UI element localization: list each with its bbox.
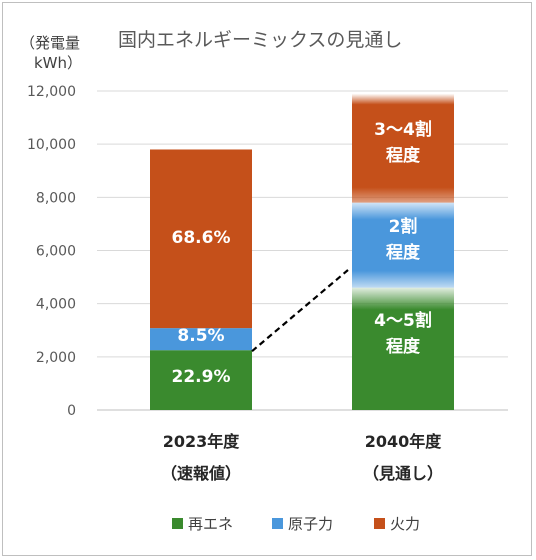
bars	[150, 93, 454, 410]
bar-thermal-2023	[150, 149, 252, 329]
category-label: 2040年度	[365, 432, 443, 451]
legend-label: 火力	[390, 515, 420, 533]
unit-label-line2: kWh）	[34, 54, 82, 72]
legend-swatch-renewables	[172, 518, 183, 529]
y-tick-label: 0	[67, 403, 76, 419]
data-label: 8.5%	[177, 326, 224, 346]
bar-renewables-2023	[150, 350, 252, 410]
unit-label-line1: （発電量	[20, 34, 80, 52]
y-tick-label: 12,000	[27, 84, 76, 100]
data-label: 程度	[386, 336, 421, 357]
legend-swatch-thermal	[374, 518, 385, 529]
data-label: 22.9%	[172, 367, 231, 387]
data-label: 3～4割	[374, 119, 432, 140]
legend: 再エネ 原子力 火力	[172, 515, 420, 533]
bar-renewables-2040	[352, 287, 454, 410]
bar-nuclear-2040	[352, 202, 454, 288]
bar-nuclear-2023	[150, 328, 252, 351]
category-label: 2023年度	[163, 432, 241, 451]
category-sublabel: （見通し）	[363, 464, 443, 483]
legend-label: 原子力	[288, 515, 333, 533]
category-labels: 2023年度 （速報値） 2040年度 （見通し）	[161, 432, 443, 483]
category-sublabel: （速報値）	[161, 464, 241, 483]
bar-thermal-2040	[352, 93, 454, 203]
data-label: 程度	[386, 145, 421, 166]
y-tick-label: 10,000	[27, 137, 76, 153]
dashed-connector-line	[251, 269, 349, 353]
data-label: 68.6%	[172, 228, 231, 248]
data-label: 2割	[389, 216, 418, 237]
y-tick-label: 8,000	[36, 190, 76, 206]
y-tick-label: 4,000	[36, 297, 76, 313]
chart-title: 国内エネルギーミックスの見通し	[118, 29, 402, 51]
data-label: 程度	[386, 242, 421, 263]
legend-swatch-nuclear	[272, 518, 283, 529]
legend-label: 再エネ	[188, 515, 233, 533]
y-tick-label: 2,000	[36, 350, 76, 366]
y-axis-ticks: 0 2,000 4,000 6,000 8,000 10,000 12,000	[27, 84, 76, 419]
y-tick-label: 6,000	[36, 244, 76, 260]
data-label: 4～5割	[374, 310, 432, 331]
